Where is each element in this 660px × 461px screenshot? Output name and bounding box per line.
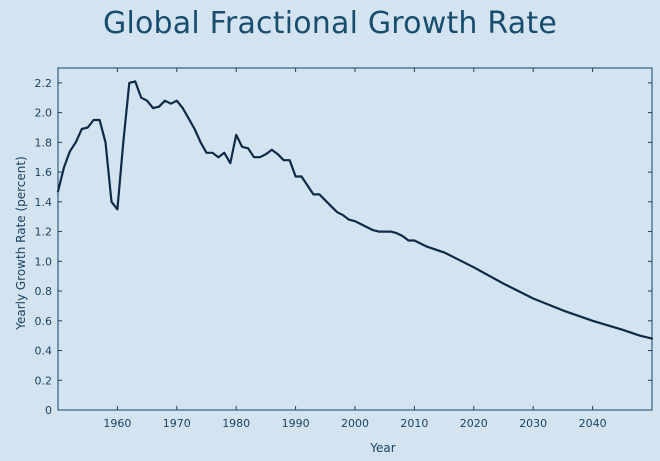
y-axis-label: Yearly Growth Rate (percent) xyxy=(14,156,28,331)
x-tick-label: 2030 xyxy=(519,417,547,430)
x-tick-label: 1980 xyxy=(222,417,250,430)
x-tick-label: 1960 xyxy=(103,417,131,430)
x-tick-label: 2020 xyxy=(460,417,488,430)
x-axis-label: Year xyxy=(369,441,395,455)
y-tick-label: 0.8 xyxy=(35,285,53,298)
x-tick-label: 2010 xyxy=(400,417,428,430)
y-tick-label: 1.2 xyxy=(35,226,53,239)
x-tick-label: 1990 xyxy=(282,417,310,430)
x-tick-label: 2000 xyxy=(341,417,369,430)
growth-rate-line xyxy=(56,80,654,340)
y-tick-label: 0 xyxy=(45,404,52,417)
y-tick-label: 0.2 xyxy=(35,374,53,387)
y-tick-label: 2.2 xyxy=(35,77,53,90)
y-tick-label: 1.8 xyxy=(35,136,53,149)
plot-frame xyxy=(57,67,653,411)
x-tick-label: 1970 xyxy=(163,417,191,430)
x-tick-label: 2040 xyxy=(579,417,607,430)
y-tick-label: 1.4 xyxy=(35,196,53,209)
y-tick-label: 0.4 xyxy=(35,345,53,358)
y-tick-label: 0.6 xyxy=(35,315,53,328)
y-tick-label: 2.0 xyxy=(35,107,53,120)
slide-title: Global Fractional Growth Rate xyxy=(103,6,557,41)
y-tick-label: 1.6 xyxy=(35,166,53,179)
y-tick-label: 1.0 xyxy=(35,255,53,268)
